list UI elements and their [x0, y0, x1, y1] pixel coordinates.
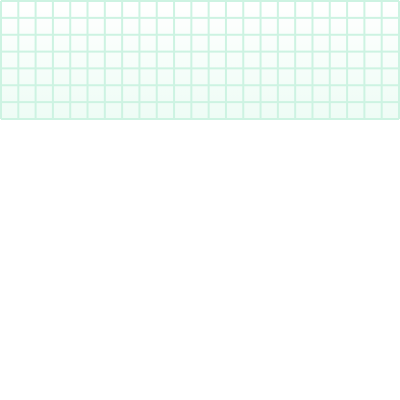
grid-svg	[0, 0, 400, 120]
graph-paper-grid	[0, 0, 400, 120]
grid-background	[1, 1, 399, 119]
empty-canvas-area	[0, 120, 400, 400]
